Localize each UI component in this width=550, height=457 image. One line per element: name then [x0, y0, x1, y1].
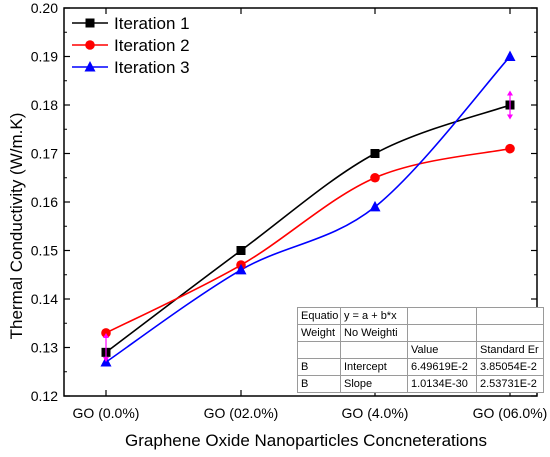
fit-table-cell: 6.49619E-2: [407, 358, 477, 376]
fit-table-cell: Weight: [297, 324, 341, 342]
fit-table-row: Weight No Weighti: [297, 324, 544, 342]
fit-table-cell: Intercept: [340, 358, 408, 376]
legend-marker: [85, 18, 95, 28]
series-line-2: [105, 147, 511, 334]
fit-table-cell: No Weighti: [340, 324, 408, 342]
x-axis-title: Graphene Oxide Nanoparticles Concneterat…: [125, 431, 487, 450]
fit-table-cell: [407, 307, 477, 325]
fit-table-cell: 2.53731E-2: [476, 375, 544, 393]
x-tick-label: GO (4.0%): [342, 405, 409, 421]
fit-table-cell: Slope: [340, 375, 408, 393]
fit-table-cell: B: [297, 358, 341, 376]
series-1-point: [370, 149, 380, 158]
fit-table-cell: y = a + b*x: [340, 307, 408, 325]
y-tick-label: 0.15: [31, 243, 58, 259]
legend: Iteration 1 Iteration 2 Iteration 3: [72, 14, 190, 77]
fit-table-row: Equatio y = a + b*x: [297, 307, 544, 325]
x-tick-label: GO (0.0%): [73, 405, 140, 421]
y-tick-label: 0.16: [31, 194, 58, 210]
axes: 0.12 0.13 0.14 0.15 0.16 0.17 0.18 0.19 0.20 GO (…: [31, 0, 548, 421]
series-line-3: [105, 55, 511, 363]
fit-table-cell: Value: [407, 341, 477, 359]
x-tick-label: GO (02.0%): [204, 405, 279, 421]
fit-table-cell: Standard Er: [476, 341, 544, 359]
y-tick-label: 0.14: [31, 291, 58, 307]
legend-label: Iteration 2: [114, 36, 190, 55]
legend-marker: [85, 40, 95, 50]
series-3-point: [235, 263, 247, 275]
error-bar-cap-down: [507, 114, 513, 120]
series-3-point: [504, 50, 516, 61]
y-tick-label: 0.19: [31, 49, 58, 65]
error-bar-cap-down: [103, 357, 109, 363]
y-tick-label: 0.18: [31, 97, 58, 113]
fit-table-row: B Slope 1.0134E-30 2.53731E-2: [297, 375, 544, 393]
legend-marker: [84, 61, 96, 72]
series-1-point: [236, 246, 246, 255]
error-bar-cap-up: [103, 332, 109, 338]
fit-table-cell: [340, 341, 408, 359]
series-line-1: [105, 104, 511, 353]
fit-table-cell: 3.85054E-2: [476, 358, 544, 376]
fit-table-cell: [476, 307, 544, 325]
x-tick-label: GO (06.0%): [473, 405, 548, 421]
y-tick-label: 0.12: [31, 388, 58, 404]
fit-table-cell: B: [297, 375, 341, 393]
legend-label: Iteration 1: [114, 14, 190, 33]
legend-label: Iteration 3: [114, 58, 190, 77]
error-bar-cap-up: [507, 90, 513, 96]
markers-layer: [100, 50, 516, 367]
y-tick-label: 0.17: [31, 146, 58, 162]
y-axis-title: Thermal Conductivity (W/m.K): [7, 113, 26, 340]
fit-results-table: Equatio y = a + b*x Weight No Weighti Value S…: [297, 307, 544, 393]
series-2-point: [505, 143, 515, 154]
y-tick-label: 0.20: [31, 0, 58, 16]
fit-table-cell: [297, 341, 341, 359]
series-2-point: [370, 172, 380, 183]
series-layer: [105, 55, 511, 363]
y-tick-label: 0.13: [31, 340, 58, 356]
fit-table-cell: Equatio: [297, 307, 341, 325]
fit-table-cell: [407, 324, 477, 342]
fit-table-row: Value Standard Er: [297, 341, 544, 359]
fit-table-row: B Intercept 6.49619E-2 3.85054E-2: [297, 358, 544, 376]
fit-table-cell: [476, 324, 544, 342]
series-3-point: [369, 200, 381, 212]
fit-table-cell: 1.0134E-30: [407, 375, 477, 393]
